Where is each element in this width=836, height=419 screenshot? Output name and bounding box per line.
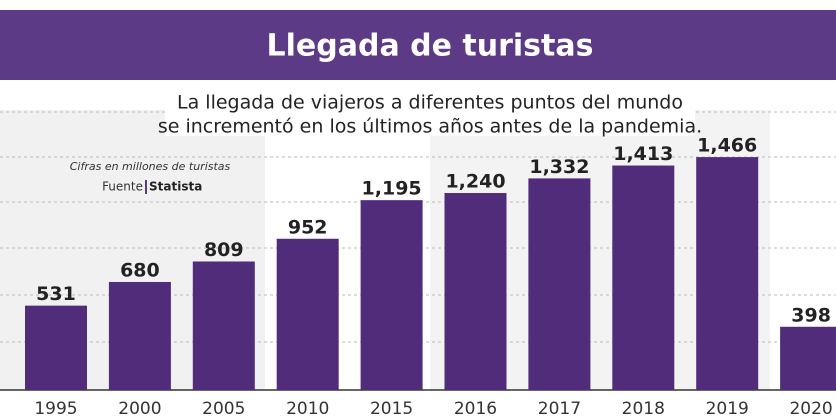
x-tick-label: 1995: [34, 399, 77, 419]
subtitle-bg: [165, 92, 695, 136]
value-label: 1,466: [697, 135, 757, 157]
value-label: 1,413: [613, 143, 673, 165]
value-label: 1,195: [362, 178, 422, 200]
x-tick-label: 2017: [538, 399, 581, 419]
subtitle: La llegada de viajeros a diferentes punt…: [177, 92, 683, 114]
bar: [192, 261, 255, 390]
x-tick-label: 2010: [286, 399, 329, 419]
bar: [360, 200, 423, 390]
bar: [108, 281, 171, 390]
subtitle: se incrementó en los últimos años antes …: [158, 116, 702, 138]
source-label: Fuente: [102, 180, 143, 194]
source: Statista: [149, 180, 202, 194]
x-tick-label: 2016: [454, 399, 497, 419]
value-label: 809: [204, 239, 244, 261]
value-label: 1,240: [445, 171, 505, 193]
bar: [25, 305, 87, 390]
x-tick-label: 2018: [622, 399, 665, 419]
value-label: 398: [791, 304, 831, 326]
x-tick-label: 2000: [118, 399, 161, 419]
value-label: 680: [120, 259, 160, 281]
bar: [780, 326, 836, 390]
x-tick-label: 2019: [706, 399, 749, 419]
chart-title: Llegada de turistas: [267, 29, 594, 64]
bar: [528, 178, 591, 390]
value-label: 1,332: [529, 156, 589, 178]
bar: [696, 157, 759, 390]
separator: [145, 180, 147, 194]
bar: [276, 238, 339, 390]
x-tick-label: 2005: [202, 399, 245, 419]
note: Cifras en millones de turistas: [70, 160, 231, 173]
bar: [612, 165, 675, 390]
header-band: [0, 10, 836, 80]
x-tick-label: 2015: [370, 399, 413, 419]
value-label: 952: [288, 216, 328, 238]
bar: [444, 193, 507, 390]
x-tick-label: 2020: [789, 399, 832, 419]
value-label: 531: [36, 283, 76, 305]
